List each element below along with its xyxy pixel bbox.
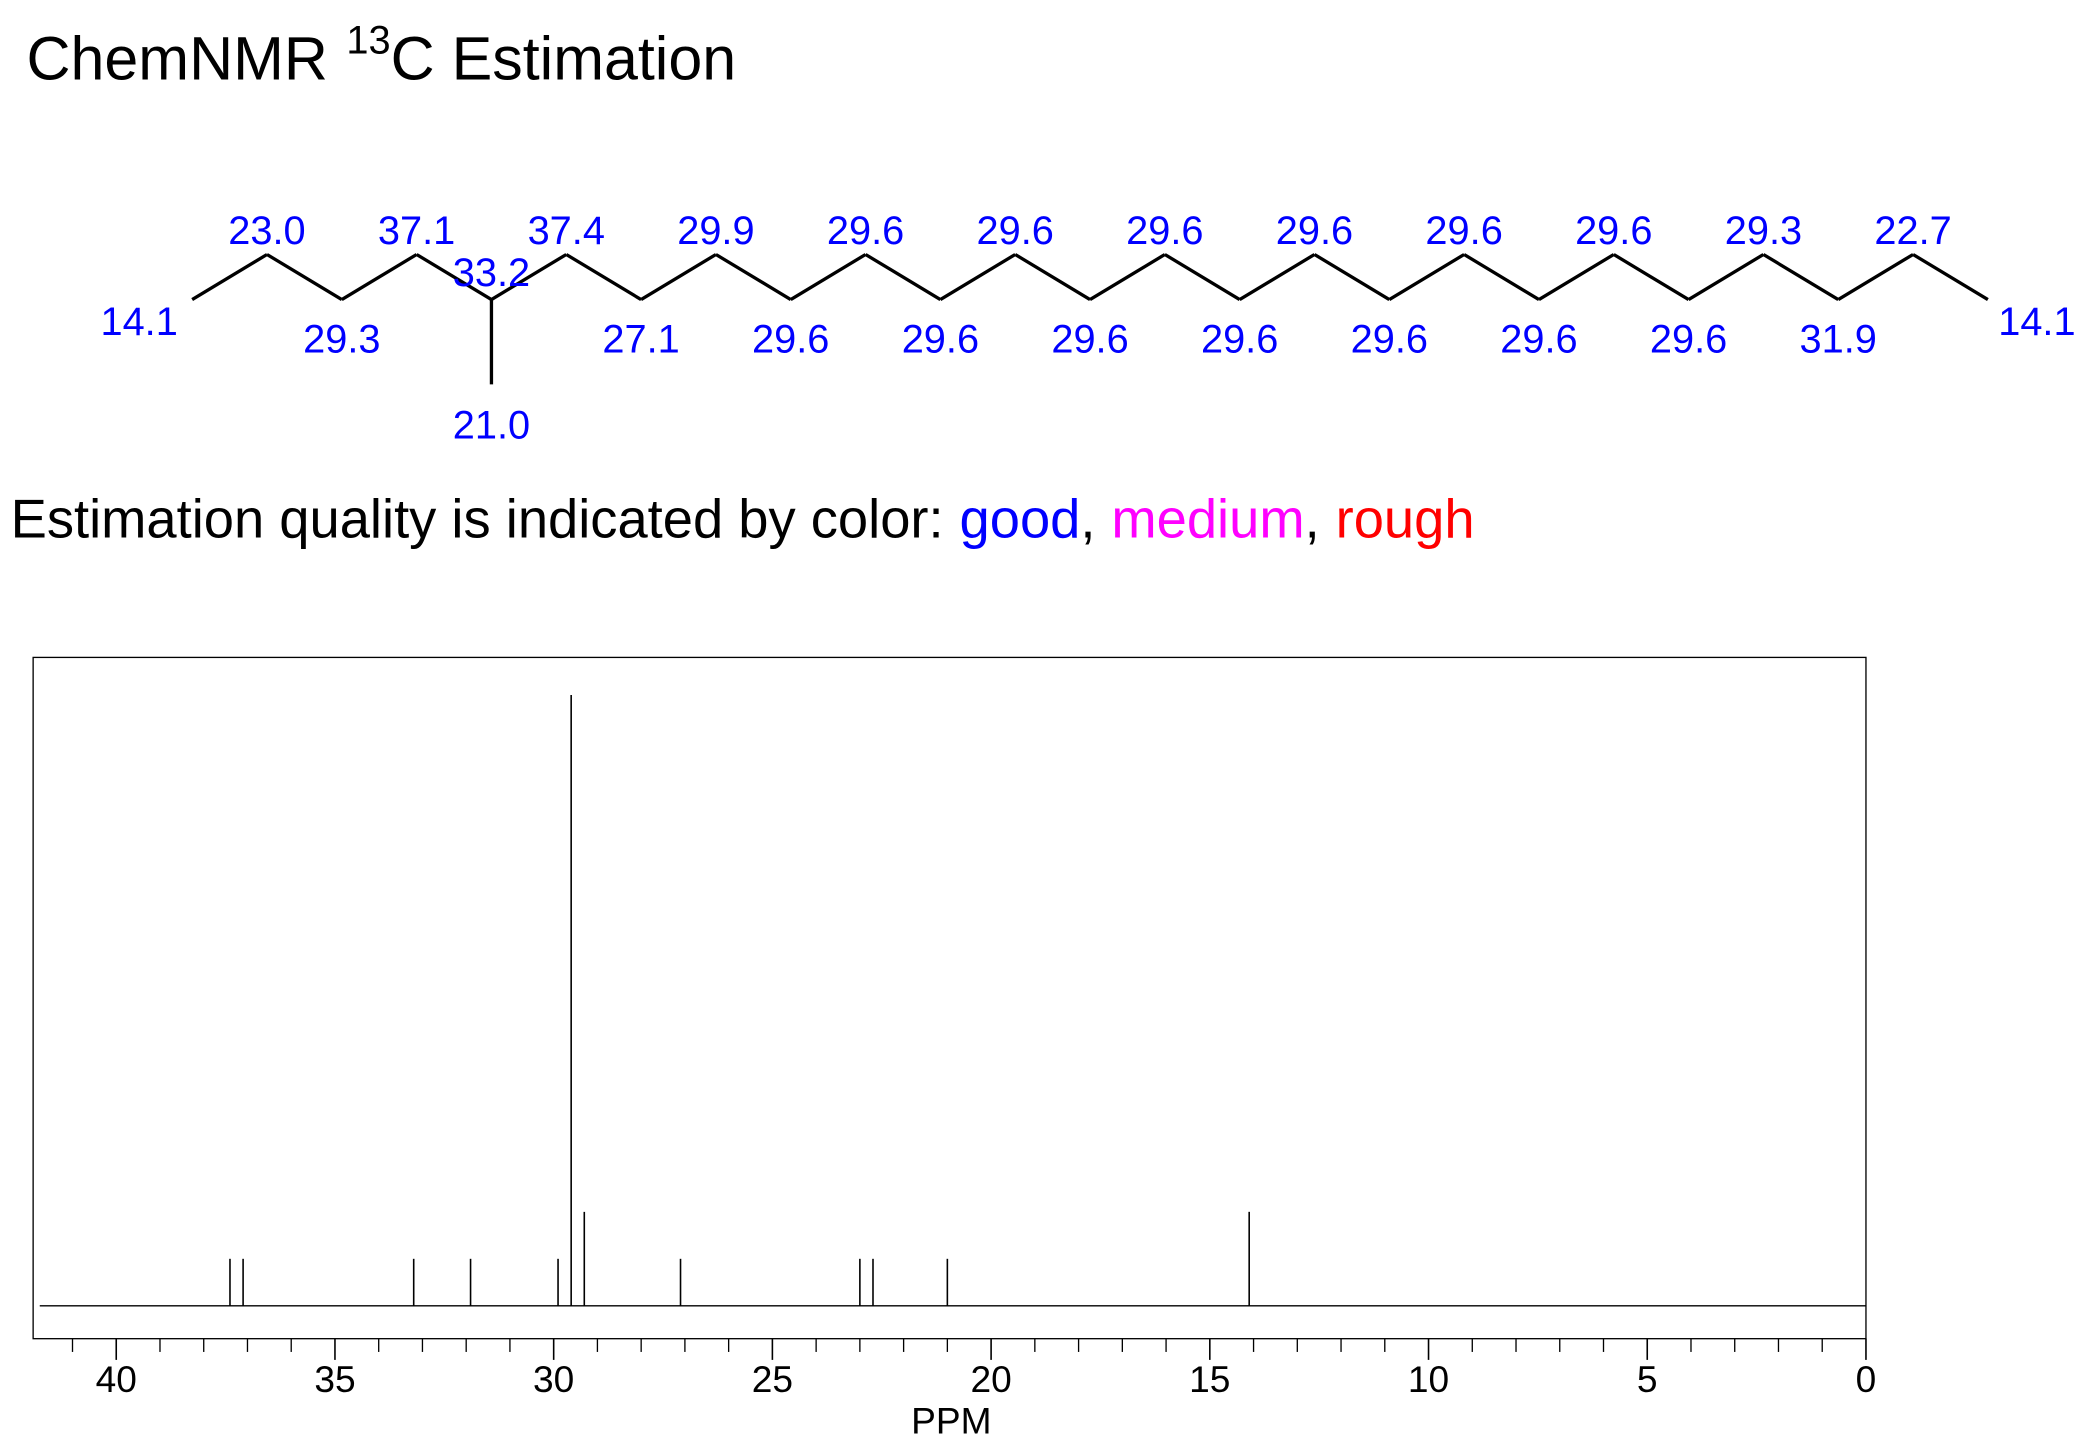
separator: , — [1305, 489, 1320, 550]
bond — [1912, 253, 1989, 301]
bond — [415, 253, 493, 301]
title: ChemNMR 13C Estimation — [27, 18, 737, 93]
x-tick-label: 10 — [1408, 1358, 1449, 1400]
shift-label: 29.6 — [977, 209, 1054, 253]
x-tick-label: 15 — [1189, 1358, 1230, 1400]
shift-label: 21.0 — [453, 404, 530, 448]
shift-label: 29.6 — [1051, 317, 1128, 361]
x-tick-label: 25 — [752, 1358, 793, 1400]
molecule: 14.1 23.0 29.3 37.133.237.4 27.1 29.9 29.6 29.6… — [100, 209, 2075, 448]
bond — [1163, 253, 1241, 301]
bond — [640, 253, 717, 301]
shift-label: 23.0 — [228, 209, 305, 253]
shift-label: 22.7 — [1874, 209, 1951, 253]
x-tick-label: 30 — [533, 1358, 574, 1400]
bond — [565, 253, 642, 301]
shift-label: 37.1 — [378, 209, 455, 253]
shift-label: 29.6 — [1500, 317, 1577, 361]
quality-note: Estimation quality is indicated by color… — [11, 489, 1475, 550]
bond — [266, 253, 343, 301]
shift-label: 29.6 — [1126, 209, 1203, 253]
bond — [1014, 253, 1091, 301]
shift-label: 29.3 — [303, 317, 380, 361]
shift-label: 29.6 — [1650, 317, 1727, 361]
bond — [1762, 253, 1840, 301]
bond — [1837, 253, 1914, 301]
bond — [789, 253, 867, 301]
shift-label: 14.1 — [1998, 300, 2075, 344]
shift-label: 29.6 — [1201, 317, 1278, 361]
bond — [1463, 253, 1540, 301]
bond — [715, 253, 792, 301]
bond — [864, 253, 942, 301]
bond — [1238, 253, 1316, 301]
plot-frame — [32, 656, 1867, 1340]
shift-label: 27.1 — [602, 317, 679, 361]
shift-label: 29.6 — [1425, 209, 1502, 253]
bond — [1538, 253, 1615, 301]
shift-label: 29.6 — [827, 209, 904, 253]
title-rest: C Estimation — [391, 25, 736, 93]
x-tick-label: 40 — [96, 1358, 137, 1400]
title-text: ChemNMR — [27, 25, 328, 93]
quality-good: good — [960, 489, 1081, 550]
x-tick-label: 0 — [1856, 1358, 1877, 1400]
x-tick-label: 5 — [1637, 1358, 1658, 1400]
shift-label: 29.6 — [1276, 209, 1353, 253]
separator: , — [1080, 489, 1095, 550]
x-tick-label: 35 — [314, 1358, 355, 1400]
bond — [939, 253, 1017, 301]
spectrum: 40 35 30 25 20 15 10 5 0 PPM — [32, 656, 1877, 1441]
bond — [191, 253, 268, 301]
isotope: 13 — [346, 18, 390, 62]
quality-note-text: Estimation quality is indicated by color… — [11, 489, 944, 550]
bond — [340, 253, 418, 301]
bond — [490, 253, 568, 301]
shift-label: 14.1 — [100, 300, 177, 344]
quality-medium: medium — [1111, 489, 1304, 550]
shift-label: 29.3 — [1725, 209, 1802, 253]
shift-label: 33.2 — [453, 251, 530, 295]
quality-rough: rough — [1336, 489, 1475, 550]
bond — [1612, 253, 1690, 301]
shift-label: 29.6 — [902, 317, 979, 361]
bond — [1388, 253, 1465, 301]
shift-label: 31.9 — [1800, 317, 1877, 361]
shift-label: 37.4 — [528, 209, 605, 253]
shift-label: 29.6 — [1351, 317, 1428, 361]
x-axis-label: PPM — [911, 1399, 991, 1441]
shift-label: 29.6 — [1575, 209, 1652, 253]
bond — [1089, 253, 1166, 301]
bond — [1687, 253, 1765, 301]
x-tick-label: 20 — [970, 1358, 1011, 1400]
shift-label: 29.9 — [677, 209, 754, 253]
shift-label: 29.6 — [752, 317, 829, 361]
bond — [1313, 253, 1391, 301]
